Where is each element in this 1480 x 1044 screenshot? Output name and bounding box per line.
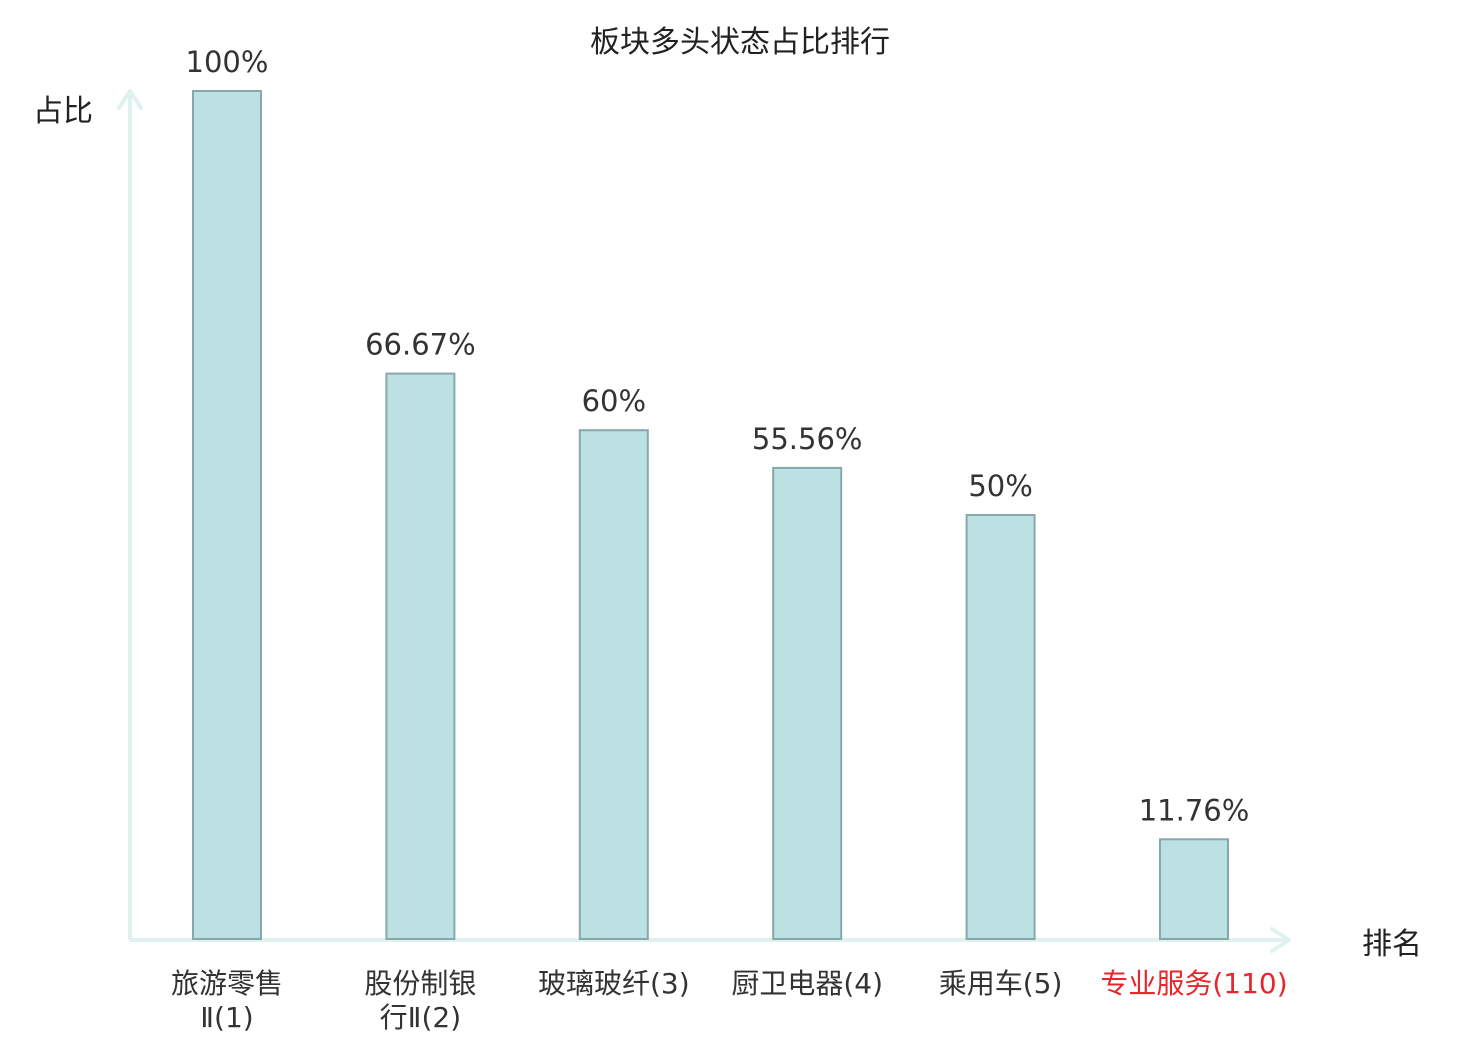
- value-label-5: 50%: [968, 469, 1032, 503]
- value-label-2: 66.67%: [365, 328, 476, 362]
- x-axis-arrow-icon: [1270, 927, 1291, 953]
- value-label-1: 100%: [186, 45, 269, 79]
- bar-2: [385, 372, 456, 941]
- value-labels-group: 100% 66.67% 60% 55.56% 50% 11.76%: [186, 45, 1250, 827]
- bar-4: [772, 466, 843, 940]
- category-label-6: 专业服务(110): [1100, 967, 1287, 1000]
- y-axis-label: 占比: [33, 94, 93, 129]
- category-label-2-line-2: 行Ⅱ(2): [380, 1001, 461, 1034]
- bar-5: [965, 514, 1036, 940]
- x-axis-label: 排名: [1362, 927, 1422, 962]
- value-label-3: 60%: [582, 384, 646, 418]
- category-label-1-line-2: Ⅱ(1): [200, 1001, 253, 1034]
- category-label-3: 玻璃玻纤(3): [538, 967, 690, 1000]
- chart-title: 板块多头状态占比排行: [590, 25, 890, 60]
- category-label-1-line-1: 旅游零售: [171, 967, 283, 1000]
- bar-3: [578, 429, 649, 940]
- y-axis-arrow-icon: [117, 89, 143, 110]
- bar-1: [192, 90, 262, 940]
- bar-6: [1159, 838, 1229, 940]
- category-label-2-line-1: 股份制银: [364, 967, 476, 1000]
- category-label-4: 厨卫电器(4): [731, 967, 883, 1000]
- axes: [117, 89, 1291, 953]
- category-label-5: 乘用车(5): [939, 967, 1063, 1000]
- bars-group: [192, 90, 1229, 941]
- value-label-6: 11.76%: [1139, 793, 1250, 827]
- value-label-4: 55.56%: [752, 422, 863, 456]
